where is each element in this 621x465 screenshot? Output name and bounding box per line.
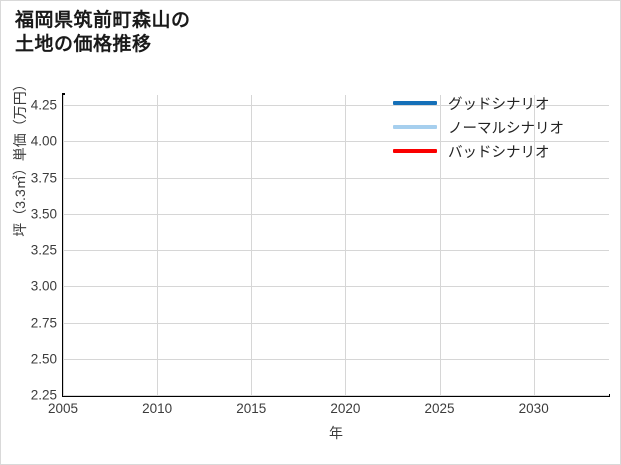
gridline-vertical [251,95,253,395]
y-axis-ticks: 2.25 2.50 2.75 3.00 3.25 3.50 3.75 4.00 4.25 [9,95,57,403]
chart-legend: グッドシナリオ ノーマルシナリオ バッドシナリオ [393,89,605,163]
y-axis-label: 坪（3.3㎡）単価（万円） [12,77,28,237]
legend-item-label: グッドシナリオ [448,96,550,113]
gridline-horizontal [63,358,609,360]
x-tick-label: 2025 [424,401,455,416]
legend-item[interactable]: バッドシナリオ [393,139,605,163]
plot-background [63,95,609,395]
gridline-vertical [345,95,347,395]
x-tick-label: 2020 [330,401,361,416]
legend-color-swatch [393,125,437,129]
x-axis-ticks: 2005 2010 2015 2020 2025 2030 [48,401,609,421]
x-tick-label: 2030 [518,401,549,416]
y-tick-label: 4.00 [30,133,57,149]
page-title: 福岡県筑前町森山の 土地の価格推移 [15,10,191,55]
gridline-horizontal [63,286,609,288]
gridline-horizontal [63,105,609,107]
gridline-vertical [157,95,159,395]
legend-item[interactable]: グッドシナリオ [393,91,605,115]
y-tick-label: 3.00 [30,278,57,294]
y-tick-label: 3.25 [30,242,57,258]
legend-item[interactable]: ノーマルシナリオ [393,115,605,139]
x-tick-label: 2010 [142,401,173,416]
y-tick-label: 2.75 [30,315,57,331]
y-tick-label: 2.50 [30,351,57,367]
x-axis-label: 年 [329,425,343,441]
gridline-horizontal [63,395,609,396]
gridline-horizontal [63,322,609,324]
y-tick-label: 4.25 [30,97,57,113]
gridline-vertical [439,95,441,395]
y-tick-label: 3.50 [30,206,57,222]
gridline-vertical [63,95,64,395]
legend-item-label: ノーマルシナリオ [448,120,564,137]
gridline-horizontal [63,213,609,215]
y-tick-label: 3.75 [30,170,57,186]
gridline-horizontal [63,177,609,179]
legend-item-label: バッドシナリオ [448,144,550,161]
gridline-vertical [533,95,535,395]
legend-color-swatch [393,149,437,153]
plot-area [63,95,609,396]
legend-color-swatch [393,101,437,105]
x-tick-label: 2005 [47,401,79,416]
gridline-horizontal [63,250,609,252]
y-tick-label: 2.25 [30,387,57,403]
gridline-horizontal [63,141,609,143]
x-tick-label: 2015 [236,401,267,416]
